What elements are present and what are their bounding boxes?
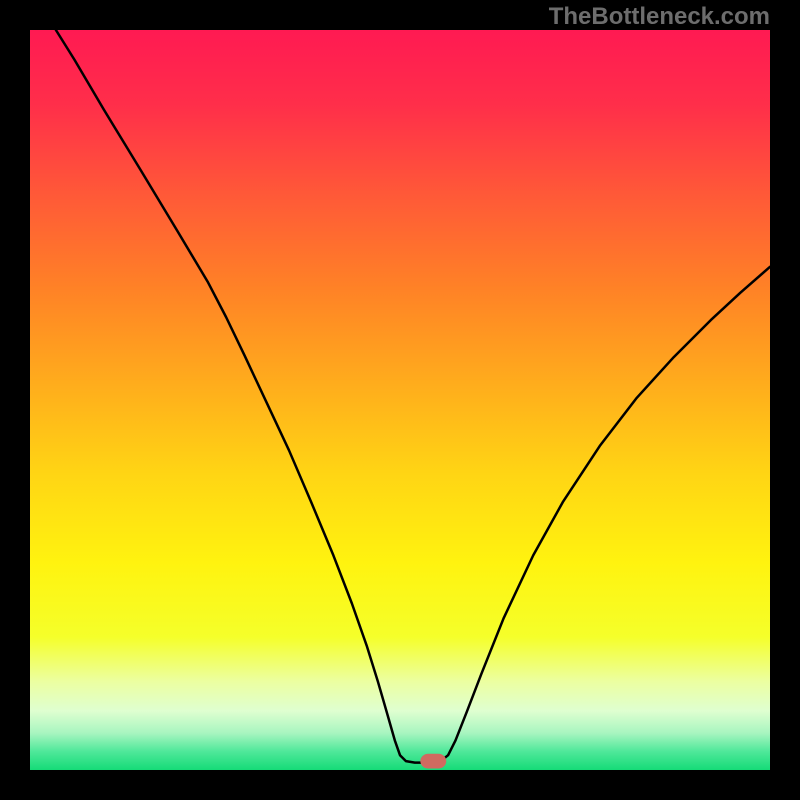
chart-overlay bbox=[30, 30, 770, 770]
bottleneck-curve bbox=[56, 30, 770, 763]
plot-area bbox=[30, 30, 770, 770]
chart-frame: TheBottleneck.com bbox=[0, 0, 800, 800]
watermark-text: TheBottleneck.com bbox=[549, 3, 770, 31]
minimum-marker bbox=[420, 754, 446, 769]
